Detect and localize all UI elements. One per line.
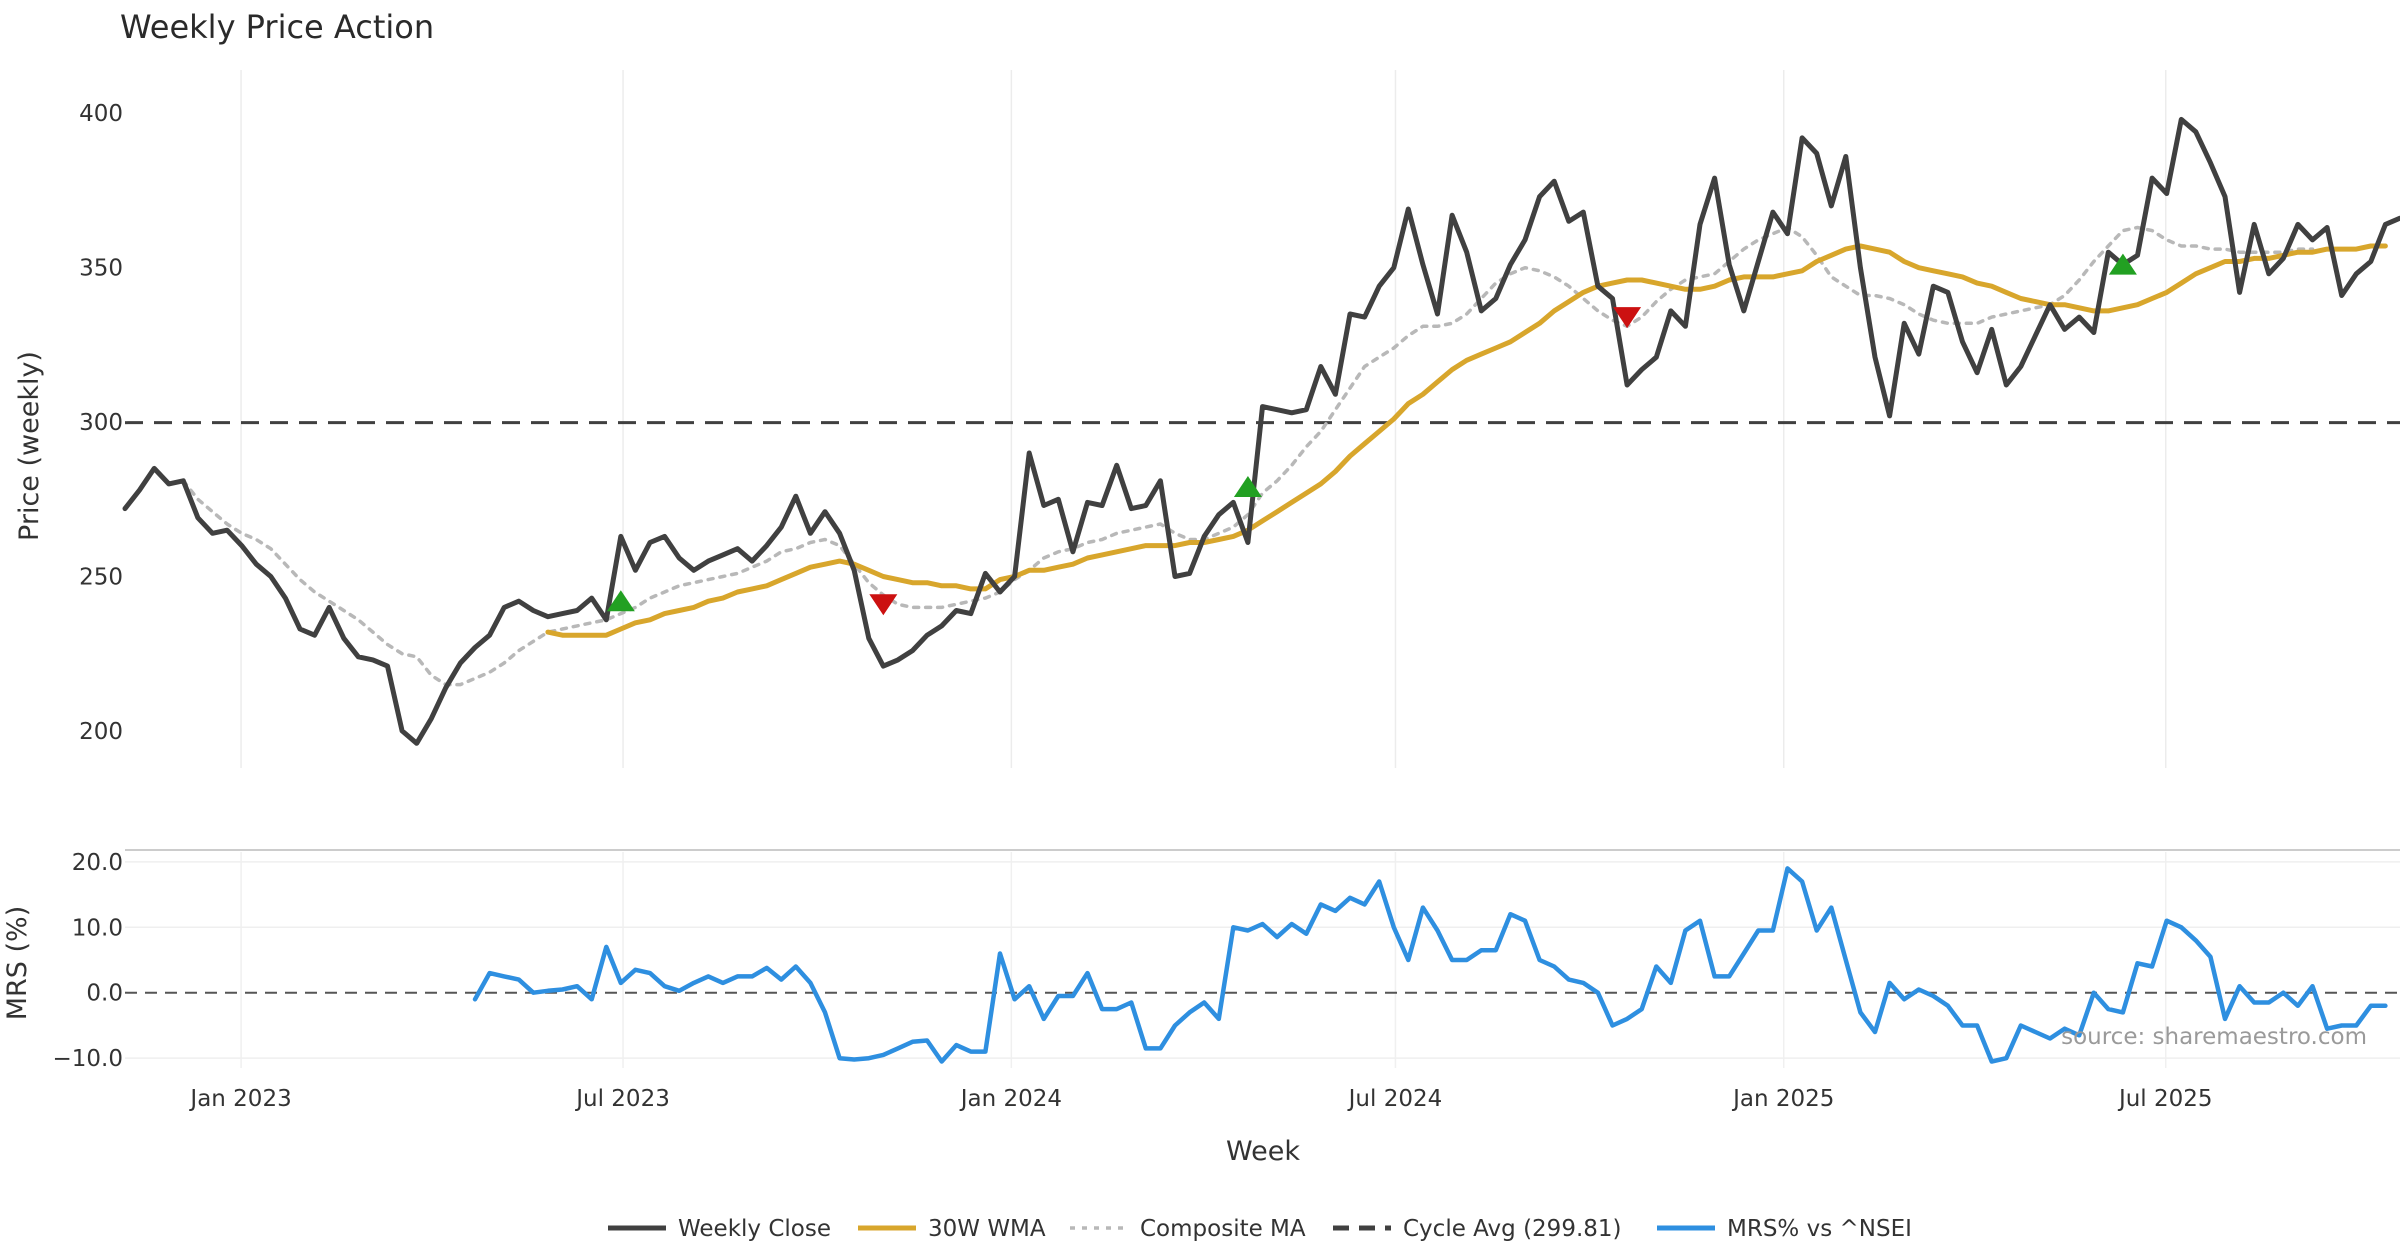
signal-markers bbox=[606, 253, 2137, 616]
legend-label: Cycle Avg (299.81) bbox=[1403, 1216, 1622, 1242]
mrs-y-axis-label: MRS (%) bbox=[2, 906, 33, 1021]
mrs-grid bbox=[125, 849, 2400, 1068]
x-tick-label: Jan 2023 bbox=[188, 1086, 291, 1112]
x-tick-label: Jan 2024 bbox=[959, 1086, 1062, 1112]
legend: Weekly Close 30W WMA Composite MA Cycle Avg… bbox=[608, 1216, 1912, 1242]
buy-signal-marker bbox=[606, 590, 635, 612]
legend-label: 30W WMA bbox=[928, 1216, 1046, 1242]
mrs-y-tick-label: 20.0 bbox=[72, 850, 123, 876]
mrs-series-line bbox=[472, 866, 2388, 1064]
legend-label: MRS% vs ^NSEI bbox=[1727, 1216, 1912, 1242]
x-tick-label: Jul 2024 bbox=[1347, 1086, 1443, 1112]
price-y-tick-label: 400 bbox=[79, 101, 123, 127]
x-tick-label: Jul 2023 bbox=[574, 1086, 670, 1112]
buy-signal-marker bbox=[1233, 475, 1262, 497]
chart-title: Weekly Price Action bbox=[120, 8, 434, 46]
price-y-ticks: 200 250 300 350 400 bbox=[79, 101, 123, 745]
price-y-tick-label: 250 bbox=[79, 565, 123, 591]
legend-label: Composite MA bbox=[1140, 1216, 1306, 1242]
price-y-tick-label: 350 bbox=[79, 256, 123, 282]
x-axis-label: Week bbox=[1226, 1136, 1300, 1167]
x-tick-label: Jan 2025 bbox=[1731, 1086, 1834, 1112]
sell-signal-marker bbox=[1613, 307, 1642, 329]
x-ticks: Jan 2023 Jul 2023 Jan 2024 Jul 2024 Jan 2025… bbox=[188, 1086, 2212, 1112]
x-tick-label: Jul 2025 bbox=[2117, 1086, 2213, 1112]
mrs-y-tick-label: 10.0 bbox=[72, 915, 123, 941]
series-line-weekly-close bbox=[122, 116, 2400, 746]
mrs-y-tick-label: −10.0 bbox=[53, 1046, 123, 1072]
buy-signal-marker bbox=[2108, 253, 2137, 275]
mrs-y-ticks: 20.0 10.0 0.0 −10.0 bbox=[53, 850, 123, 1072]
sell-signal-marker bbox=[869, 594, 898, 616]
price-y-tick-label: 300 bbox=[79, 410, 123, 436]
mrs-lines bbox=[472, 866, 2388, 1064]
legend-label: Weekly Close bbox=[678, 1216, 831, 1242]
price-y-axis-label: Price (weekly) bbox=[14, 351, 45, 541]
price-lines bbox=[122, 116, 2400, 746]
source-text: source: sharemaestro.com bbox=[2061, 1024, 2367, 1050]
price-y-tick-label: 200 bbox=[79, 719, 123, 745]
mrs-y-tick-label: 0.0 bbox=[86, 981, 123, 1007]
